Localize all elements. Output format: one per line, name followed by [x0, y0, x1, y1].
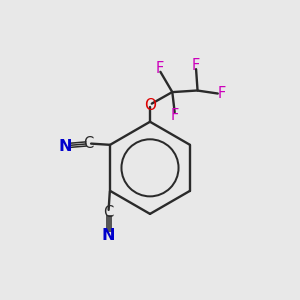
Text: F: F [217, 86, 226, 101]
Text: F: F [156, 61, 164, 76]
Text: O: O [144, 98, 156, 113]
Text: C: C [84, 136, 94, 151]
Text: N: N [59, 139, 72, 154]
Text: C: C [103, 205, 114, 220]
Text: F: F [170, 108, 179, 123]
Text: F: F [192, 58, 200, 73]
Text: N: N [102, 228, 116, 243]
